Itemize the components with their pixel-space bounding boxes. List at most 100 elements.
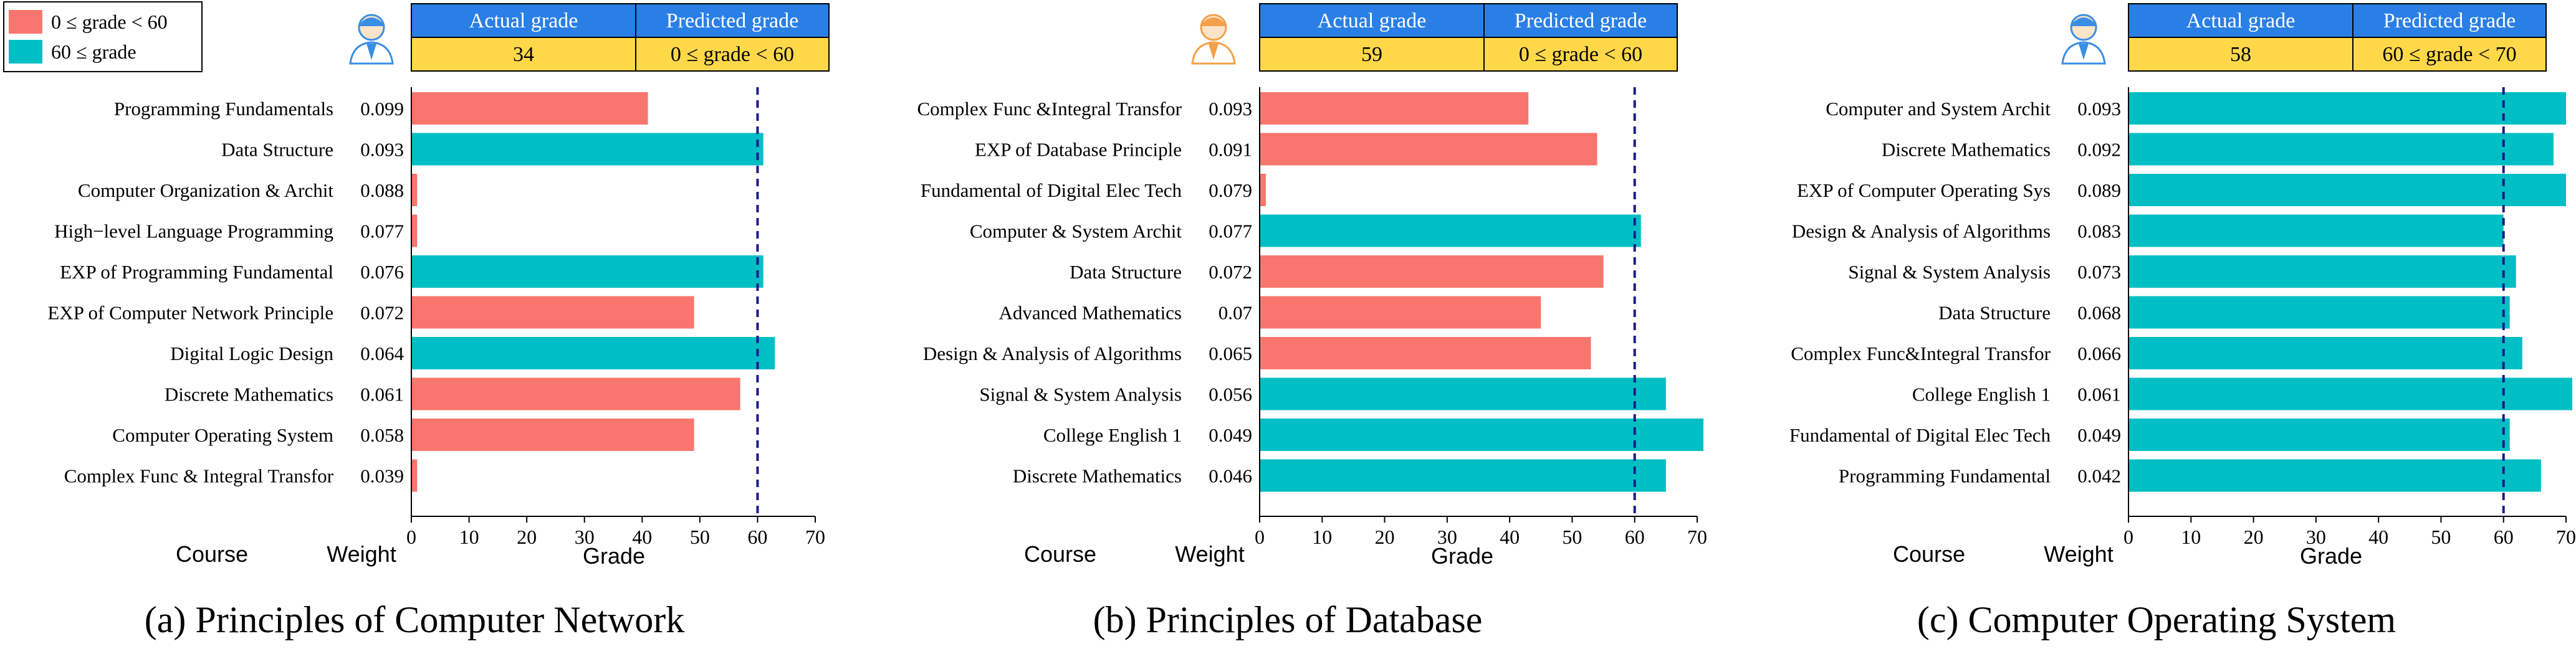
x-tick-label: 20 [1375,526,1395,548]
course-label: Complex Func&Integral Transfor [1791,343,2051,364]
legend-label-fail: 0 ≤ grade < 60 [51,11,168,33]
header-predicted-value-cell [635,37,830,72]
x-tick-label: 0 [1255,526,1265,548]
header-actual-label-cell [1259,3,1485,38]
course-label: Fundamental of Digital Elec Tech [921,179,1182,201]
course-label: Computer and System Archit [1826,98,2051,120]
weight-label: 0.072 [1209,261,1252,283]
header-actual-label-cell [411,3,636,38]
weight-label: 0.061 [2077,384,2121,405]
weight-label: 0.077 [360,220,404,242]
course-label: Signal & System Analysis [979,384,1182,405]
icon-tie [1209,44,1219,60]
course-label: Design & Analysis of Algorithms [923,343,1182,364]
weight-label: 0.065 [1209,343,1252,364]
weight-label: 0.064 [360,343,404,364]
course-label: Discrete Mathematics [1013,465,1182,487]
bar-3 [1260,174,1266,206]
bar-8 [1260,377,1666,410]
x-tick-label: 10 [459,526,479,548]
course-column-label: Course [1893,541,1965,567]
weight-label: 0.076 [360,261,404,283]
panels: Actual grade Predicted grade 34 0 ≤ grade <… [47,3,2576,640]
course-label: EXP of Database Principle [975,139,1182,161]
weight-label: 0.068 [2077,302,2121,324]
panel-1: Actual grade Predicted grade 34 0 ≤ grade <… [47,3,830,640]
weight-label: 0.092 [2077,139,2121,161]
weight-label: 0.093 [360,139,404,161]
bar-4 [1260,214,1641,247]
weight-label: 0.058 [360,424,404,446]
bar-2 [2128,133,2554,166]
panel-caption: (b) Principles of Database [1093,599,1483,640]
course-column-label: Course [176,541,248,567]
weight-label: 0.072 [360,302,404,324]
x-tick-label: 70 [805,526,825,548]
weight-label: 0.089 [2077,179,2121,201]
header-predicted-value: 0 ≤ grade < 60 [671,43,794,66]
header-predicted-value-cell [1483,37,1678,72]
course-label: College English 1 [1043,424,1182,446]
weight-label: 0.061 [360,384,404,405]
weight-label: 0.066 [2077,343,2121,364]
icon-hair [2070,17,2097,26]
course-label: Signal & System Analysis [1848,261,2051,283]
legend: 0 ≤ grade < 60 60 ≤ grade [3,1,203,72]
bar-6 [411,296,694,329]
course-label: Programming Fundamental [1839,465,2051,487]
header-predicted-label: Predicted grade [2383,9,2516,32]
bar-4 [2128,214,2504,247]
course-column-label: Course [1024,541,1096,567]
bar-1 [411,92,648,125]
header-actual-label: Actual grade [1318,9,1427,32]
header-actual-value-cell [1259,37,1485,72]
header-predicted-value-cell [2352,37,2547,72]
x-tick-label: 50 [1562,526,1582,548]
bar-9 [1260,419,1704,451]
bar-3 [411,174,418,206]
x-tick-label: 70 [1687,526,1707,548]
header-actual-label: Actual grade [2186,9,2296,32]
x-tick-label: 60 [1625,526,1645,548]
course-label: EXP of Computer Network Principle [47,302,333,324]
x-tick-label: 10 [1312,526,1332,548]
course-label: Complex Func &Integral Transfor [917,98,1182,120]
course-label: Computer Organization & Archit [78,179,333,201]
weight-label: 0.049 [1209,424,1252,446]
icon-tie [2079,44,2089,60]
bar-1 [2128,92,2566,125]
x-tick-label: 0 [406,526,416,548]
weight-label: 0.088 [360,179,404,201]
bar-1 [1260,92,1529,125]
x-tick-label: 40 [632,526,652,548]
course-label: Fundamental of Digital Elec Tech [1789,424,2051,446]
student-female-icon [1191,14,1236,65]
panel-caption: (a) Principles of Computer Network [145,599,684,640]
weight-label: 0.079 [1209,179,1252,201]
x-tick-label: 40 [1500,526,1520,548]
bar-6 [1260,296,1541,329]
course-label: Programming Fundamentals [114,98,333,120]
weight-label: 0.093 [1209,98,1252,120]
weight-label: 0.091 [1209,139,1252,161]
bar-5 [1260,255,1604,288]
bar-8 [411,377,740,410]
x-axis-title: Grade [2300,543,2362,569]
course-label: Computer Operating System [112,424,333,446]
x-tick-label: 60 [747,526,767,548]
header-predicted-label: Predicted grade [1515,9,1647,32]
x-axis-title: Grade [1431,543,1493,569]
course-label: Data Structure [1070,261,1182,283]
panel-3: Actual grade Predicted grade 58 60 ≤ grade … [1789,3,2576,640]
weight-label: 0.083 [2077,220,2121,242]
header-predicted-label-cell [635,3,830,38]
course-label: Data Structure [221,139,333,161]
bar-10 [411,459,418,492]
course-label: Complex Func & Integral Transfor [64,465,334,487]
course-label: Digital Logic Design [170,343,333,364]
weight-label: 0.07 [1219,302,1252,324]
weight-column-label: Weight [327,541,396,567]
x-tick-label: 50 [2431,526,2451,548]
course-label: Discrete Mathematics [1882,139,2051,161]
